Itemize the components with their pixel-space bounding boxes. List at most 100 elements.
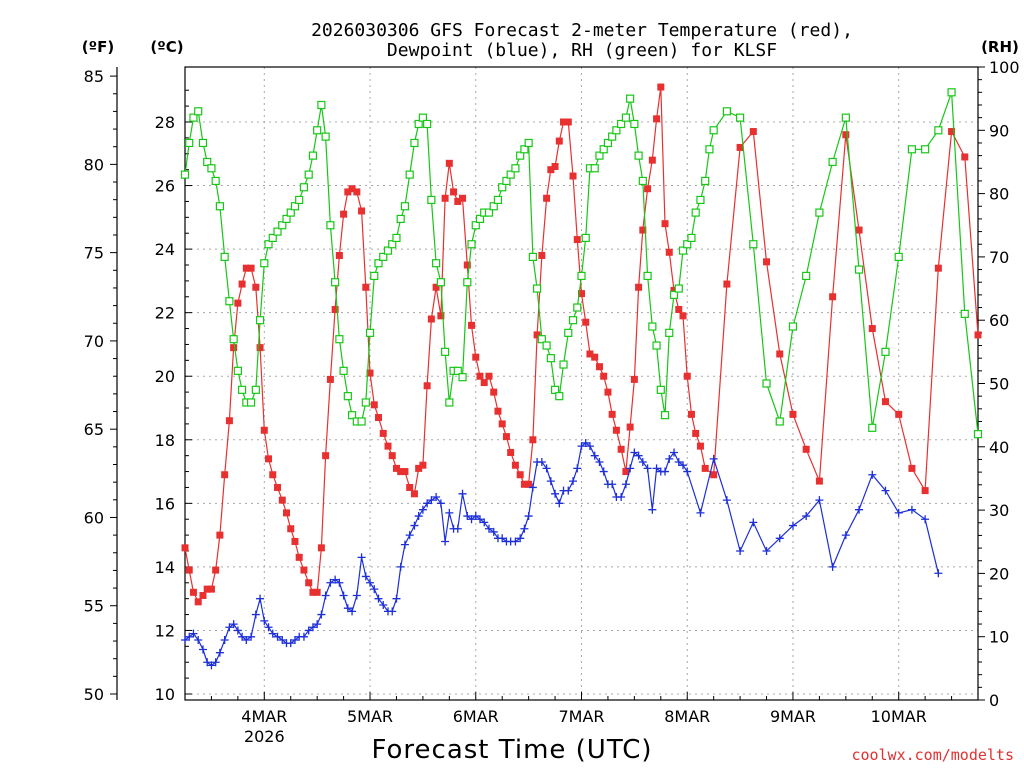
rh-point <box>471 221 480 230</box>
temperature-point <box>573 236 581 244</box>
rh-point <box>696 195 705 205</box>
dewpoint-point <box>260 616 269 625</box>
dewpoint-point <box>290 635 299 644</box>
fahrenheit-unit-label: (ºF) <box>82 38 114 56</box>
dewpoint-point <box>626 464 635 473</box>
temperature-point <box>374 414 382 422</box>
dewpoint-point <box>802 512 811 521</box>
rh-point <box>573 303 582 312</box>
dewpoint-point <box>361 572 370 581</box>
dewpoint-point <box>828 562 837 571</box>
temperature-point <box>644 185 652 193</box>
temperature-point <box>736 143 744 151</box>
temperature-point <box>331 305 339 313</box>
temperature-point <box>622 468 630 476</box>
rh-point <box>516 151 525 160</box>
dewpoint-point <box>546 477 555 486</box>
rh-tick-label: 10 <box>989 628 1009 647</box>
temperature-point <box>225 417 233 425</box>
rh-point <box>595 151 604 160</box>
temperature-point <box>494 407 502 415</box>
rh-point <box>405 170 414 179</box>
rh-point <box>185 138 194 148</box>
dewpoint-point <box>630 448 639 457</box>
dewpoint-point <box>634 451 643 460</box>
rh-point <box>683 240 692 249</box>
rh-point <box>669 290 679 299</box>
dewpoint-point <box>585 442 594 451</box>
fahrenheit-tick-label: 75 <box>84 244 104 263</box>
rh-point <box>374 259 383 268</box>
rh-point <box>260 259 269 268</box>
dewpoint-point <box>475 515 484 524</box>
rh-point <box>709 126 718 135</box>
temperature-point <box>498 420 506 428</box>
rh-point <box>339 366 348 375</box>
dewpoint-point <box>326 578 335 587</box>
temperature-point <box>608 410 616 418</box>
temperature-point <box>278 496 286 504</box>
dewpoint-point <box>749 518 758 527</box>
rh-point <box>400 202 410 211</box>
rh-point <box>317 100 326 110</box>
rh-point <box>432 259 441 268</box>
rh-point <box>828 157 837 167</box>
rh-point <box>960 309 969 318</box>
dewpoint-point <box>480 518 489 527</box>
temperature-point <box>881 398 889 406</box>
dewpoint-point <box>674 458 683 467</box>
dewpoint-point <box>321 591 330 600</box>
temperature-point <box>252 283 260 291</box>
rh-point <box>590 164 599 173</box>
dewpoint-point <box>608 480 617 489</box>
rh-point <box>841 113 850 122</box>
rh-point <box>762 379 771 388</box>
temperature-point <box>560 118 568 126</box>
dewpoint-point <box>921 515 930 524</box>
rh-point <box>947 88 956 97</box>
celsius-tick-label: 18 <box>155 431 175 450</box>
rh-point <box>701 176 710 186</box>
temperature-point <box>547 166 555 174</box>
celsius-tick-label: 24 <box>155 240 175 259</box>
dewpoint-point <box>313 620 322 629</box>
dewpoint-point <box>211 658 220 667</box>
rh-point <box>484 208 494 217</box>
temperature-point <box>749 128 757 136</box>
rh-point <box>343 392 352 401</box>
temperature-point <box>710 471 718 479</box>
dewpoint-point <box>815 496 824 505</box>
rh-point <box>599 145 608 154</box>
axes: 50 55 60 65 70 75 80 85 10 12 14 16 18 20 22 24 26 28 0 10 2… <box>84 58 1020 746</box>
rh-point <box>638 176 647 186</box>
temperature-point <box>427 315 435 323</box>
temperature-point <box>432 283 440 291</box>
rh-point <box>868 423 877 432</box>
temperature-point <box>648 156 656 164</box>
fahrenheit-tick-label: 50 <box>84 685 104 704</box>
dewpoint-point <box>679 461 688 470</box>
temperature-point <box>908 464 916 472</box>
rh-point <box>299 183 309 192</box>
celsius-tick-label: 10 <box>155 685 175 704</box>
dewpoint-point <box>436 499 445 508</box>
rh-tick-label: 30 <box>989 501 1009 520</box>
rh-point <box>564 328 573 337</box>
x-tick-label: 5MAR <box>347 707 393 726</box>
x-tick-label: 4MAR <box>241 707 287 726</box>
temperature-point <box>291 537 299 545</box>
temperature-point <box>657 83 665 91</box>
rh-point <box>396 214 405 224</box>
dewpoint-point <box>215 648 224 657</box>
rh-point <box>581 233 590 243</box>
temperature-point <box>529 436 537 444</box>
temperature-point <box>283 509 291 517</box>
temperature-point <box>490 388 498 396</box>
temperature-point <box>626 423 634 431</box>
series-layer <box>180 83 983 670</box>
x-tick-label: 6MAR <box>453 707 499 726</box>
plot-frame <box>184 66 979 701</box>
rh-point <box>894 252 903 261</box>
temperature-point <box>194 598 202 606</box>
dewpoint-point <box>670 448 679 457</box>
